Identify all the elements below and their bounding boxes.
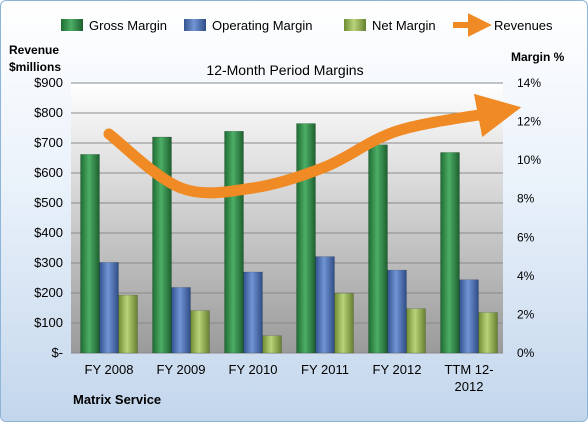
gross-margin-bar: [296, 123, 316, 354]
left-tick-label: $600: [34, 165, 63, 180]
legend-item-operating-margin: Operating Margin: [184, 18, 312, 33]
left-tick-label: $800: [34, 105, 63, 120]
right-tick-label: 10%: [517, 153, 541, 167]
legend-label-operating-margin: Operating Margin: [212, 18, 312, 33]
left-axis-label-line-1: Revenue: [9, 43, 59, 57]
right-axis-ticks: 0% 2% 4% 6% 8% 10% 12% 14%: [517, 76, 541, 360]
x-tick-label: TTM 12-: [444, 362, 493, 377]
x-tick-label: FY 2010: [229, 362, 278, 377]
operating-margin-bar: [315, 256, 335, 354]
net-margin-bar: [262, 335, 282, 354]
left-tick-label: $500: [34, 195, 63, 210]
right-tick-label: 8%: [517, 192, 535, 206]
left-tick-label: $100: [34, 315, 63, 330]
operating-margin-bar: [387, 269, 407, 354]
gridlines: [71, 82, 503, 354]
gross-margin-bar: [80, 154, 100, 354]
left-axis-ticks: $- $100 $200 $300 $400 $500 $600 $700 $800 $900: [34, 75, 63, 360]
x-tick-label: FY 2009: [157, 362, 206, 377]
gross-margin-bar: [368, 144, 388, 354]
right-tick-label: 12%: [517, 115, 541, 129]
legend-label-revenues: Revenues: [494, 18, 553, 33]
legend-label-net-margin: Net Margin: [372, 18, 436, 33]
operating-margin-bar: [171, 287, 191, 354]
right-tick-label: 14%: [517, 76, 541, 90]
net-margin-bar: [190, 310, 210, 354]
gross-margin-bar: [224, 130, 244, 354]
revenue-series-line: [103, 93, 522, 199]
legend-item-net-margin: Net Margin: [344, 18, 436, 33]
left-tick-label: $400: [34, 225, 63, 240]
x-tick-label: FY 2011: [301, 362, 349, 377]
net-margin-bar: [334, 292, 354, 354]
left-axis-label-line-2: $millions: [9, 60, 61, 74]
operating-margin-bar: [459, 279, 479, 354]
legend-swatch-net-margin: [344, 19, 366, 31]
left-tick-label: $900: [34, 75, 63, 90]
chart-title: 12-Month Period Margins: [206, 62, 363, 78]
legend-swatch-operating-margin: [184, 19, 206, 31]
net-margin-bar: [478, 312, 498, 354]
legend-label-gross-margin: Gross Margin: [89, 18, 167, 33]
company-label: Matrix Service: [73, 392, 161, 407]
net-margin-bar: [406, 308, 426, 354]
bars: [80, 123, 498, 354]
right-tick-label: 6%: [517, 230, 535, 244]
operating-margin-bar: [99, 262, 119, 354]
left-tick-label: $-: [51, 345, 63, 360]
net-margin-bar: [118, 294, 138, 354]
left-tick-label: $700: [34, 135, 63, 150]
gross-margin-bar: [440, 152, 460, 354]
left-tick-label: $200: [34, 285, 63, 300]
left-tick-label: $300: [34, 255, 63, 270]
x-tick-label: 2012: [455, 379, 484, 394]
right-tick-label: 0%: [517, 346, 535, 360]
operating-margin-bar: [243, 271, 263, 354]
right-tick-label: 2%: [517, 307, 535, 321]
legend-swatch-gross-margin: [61, 19, 83, 31]
legend: Gross Margin Operating Margin Net Margin…: [61, 13, 553, 37]
right-tick-label: 4%: [517, 269, 535, 283]
x-tick-label: FY 2012: [373, 362, 422, 377]
x-tick-label: FY 2008: [85, 362, 134, 377]
x-axis-labels: FY 2008 FY 2009 FY 2010 FY 2011 FY 2012 TTM 1…: [85, 362, 494, 394]
right-axis-label: Margin %: [511, 50, 565, 64]
legend-item-gross-margin: Gross Margin: [61, 18, 167, 33]
legend-item-revenues: Revenues: [453, 13, 553, 37]
gross-margin-bar: [152, 136, 172, 354]
